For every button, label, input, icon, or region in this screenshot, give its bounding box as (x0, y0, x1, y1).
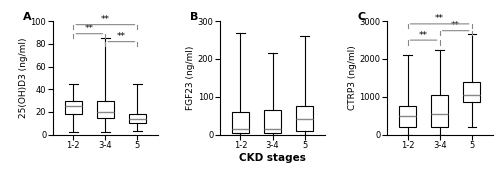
Y-axis label: FGF23 (ng/ml): FGF23 (ng/ml) (186, 46, 194, 110)
X-axis label: CKD stages: CKD stages (239, 153, 306, 162)
Y-axis label: CTRP3 (ng/ml): CTRP3 (ng/ml) (348, 45, 356, 110)
PathPatch shape (296, 106, 313, 131)
Text: **: ** (101, 15, 110, 24)
Text: **: ** (85, 24, 94, 33)
Text: B: B (190, 12, 198, 22)
PathPatch shape (432, 95, 448, 127)
PathPatch shape (399, 106, 416, 127)
PathPatch shape (264, 110, 281, 133)
Y-axis label: 25(OH)D3 (ng/ml): 25(OH)D3 (ng/ml) (18, 38, 28, 118)
PathPatch shape (97, 101, 114, 118)
PathPatch shape (464, 82, 480, 102)
PathPatch shape (232, 112, 249, 133)
Text: **: ** (435, 14, 444, 23)
Text: **: ** (451, 21, 460, 30)
Text: **: ** (117, 32, 126, 41)
PathPatch shape (65, 101, 82, 114)
PathPatch shape (129, 114, 146, 123)
Text: A: A (23, 12, 32, 22)
Text: **: ** (419, 31, 428, 39)
Text: C: C (357, 12, 365, 22)
